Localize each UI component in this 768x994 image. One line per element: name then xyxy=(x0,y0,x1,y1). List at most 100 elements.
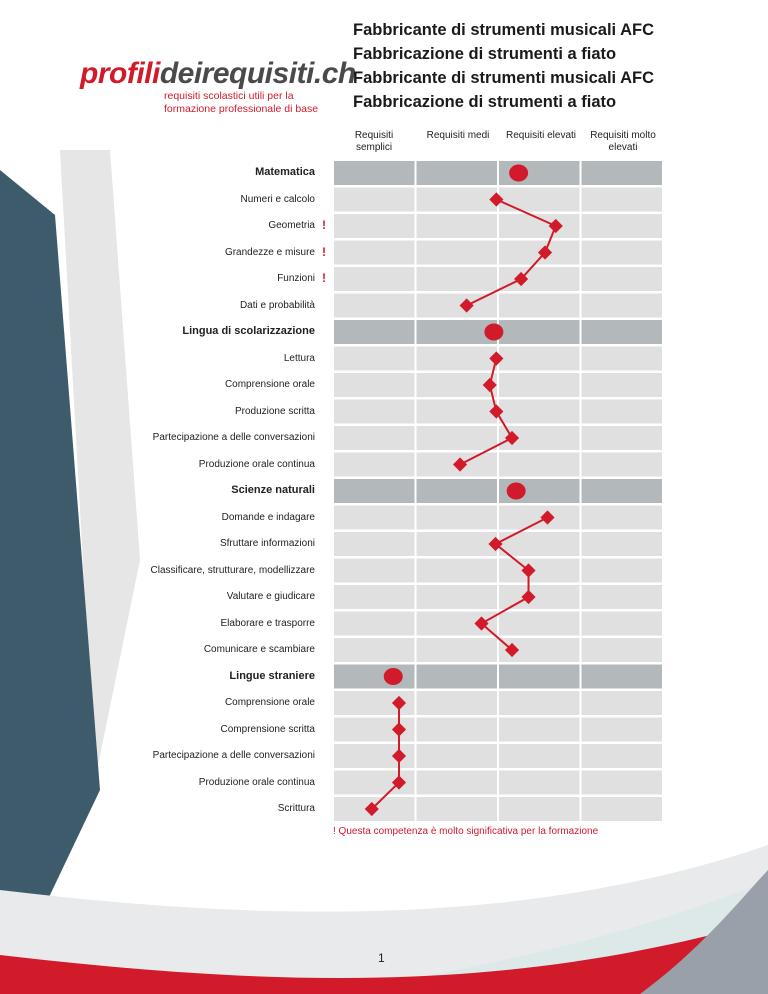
item-cell xyxy=(581,187,662,212)
item-cell xyxy=(416,399,497,424)
section-title: Lingua di scolarizzazione xyxy=(182,325,315,337)
item-cell xyxy=(416,558,497,583)
item-cell xyxy=(499,505,580,530)
page-title: Fabbricante di strumenti musicali AFC Fa… xyxy=(353,18,654,114)
item-diamond-marker xyxy=(452,457,468,472)
item-cell xyxy=(499,611,580,636)
item-cell xyxy=(334,240,415,265)
item-label: Geometria xyxy=(268,220,315,231)
logo-part-site: deirequisiti.ch xyxy=(159,57,356,90)
item-cell xyxy=(416,532,497,556)
item-diamond-marker xyxy=(391,775,407,790)
item-cell xyxy=(581,691,662,715)
title-line-4: Fabbricazione di strumenti a fiato xyxy=(353,93,617,111)
item-cell xyxy=(581,214,662,238)
item-diamond-marker xyxy=(504,430,520,446)
important-marker: ! xyxy=(322,244,326,259)
logo-tagline: requisiti scolastici utili per la formaz… xyxy=(164,90,356,116)
section-cell xyxy=(416,479,497,503)
item-diamond-marker xyxy=(489,351,504,366)
item-cell xyxy=(581,638,662,662)
item-label: Partecipazione a delle conversazioni xyxy=(152,432,315,443)
item-cell xyxy=(416,346,497,371)
item-diamond-marker xyxy=(548,218,563,234)
item-cell xyxy=(499,797,580,821)
section-circle-marker xyxy=(383,668,403,685)
logo-wordmark: profilideirequisiti.ch xyxy=(80,58,356,90)
item-cell xyxy=(334,452,415,477)
item-cell xyxy=(499,267,580,291)
item-cell xyxy=(334,373,415,397)
item-label: Produzione orale continua xyxy=(198,458,315,470)
profile-line xyxy=(479,516,548,651)
item-cell xyxy=(581,373,662,397)
item-cell xyxy=(334,585,415,609)
item-cell xyxy=(581,267,662,291)
section-cell xyxy=(581,664,662,689)
item-cell xyxy=(416,744,497,768)
item-cell xyxy=(334,505,415,530)
item-cell xyxy=(581,797,662,821)
item-diamond-marker xyxy=(540,510,555,525)
item-cell xyxy=(499,452,580,477)
item-label: Partecipazione a delle conversazioni xyxy=(152,750,315,761)
column-header-very-high: Requisiti molto elevati xyxy=(590,130,656,153)
item-label: Elaborare e trasporre xyxy=(220,617,316,629)
item-label: Domande e indagare xyxy=(221,511,315,523)
item-diamond-marker xyxy=(474,616,489,631)
important-marker: ! xyxy=(322,218,326,232)
item-cell xyxy=(581,532,662,556)
logo-tagline-line1: requisiti scolastici utili per la xyxy=(164,90,294,102)
section-cell xyxy=(334,479,415,503)
item-diamond-marker xyxy=(514,271,529,287)
section-circle-marker xyxy=(506,482,526,500)
item-cell xyxy=(416,426,497,450)
item-cell xyxy=(499,399,580,424)
item-diamond-marker xyxy=(459,298,474,313)
page-number: 1 xyxy=(378,951,385,965)
item-cell xyxy=(416,770,497,795)
section-circle-marker xyxy=(484,323,504,341)
section-cell xyxy=(581,161,662,185)
item-cell xyxy=(334,399,415,424)
item-cell xyxy=(334,532,415,556)
item-cell xyxy=(416,267,497,291)
item-cell xyxy=(581,426,662,450)
title-line-1: Fabbricante di strumenti musicali AFC xyxy=(353,21,655,39)
section-cell xyxy=(499,664,580,689)
item-cell xyxy=(499,373,580,397)
item-cell xyxy=(499,691,580,715)
item-diamond-marker xyxy=(489,192,504,207)
item-cell xyxy=(581,585,662,609)
column-header-simple: Requisiti semplici xyxy=(354,130,394,153)
item-cell xyxy=(334,346,415,371)
section-cell xyxy=(416,320,497,344)
item-diamond-marker xyxy=(521,589,536,605)
gray-band-left xyxy=(60,150,140,780)
item-cell xyxy=(334,293,415,318)
item-cell xyxy=(416,214,497,238)
title-line-2: Fabbricazione di strumenti a fiato xyxy=(353,45,617,63)
item-cell xyxy=(581,770,662,795)
column-header-medium: Requisiti medi xyxy=(426,130,490,141)
item-label: Valutare e giudicare xyxy=(226,591,315,602)
footer-swoosh-red xyxy=(0,920,768,994)
item-cell xyxy=(499,717,580,742)
item-diamond-marker xyxy=(364,801,379,817)
item-cell xyxy=(499,585,580,609)
item-cell xyxy=(416,585,497,609)
item-diamond-marker xyxy=(488,536,503,552)
item-diamond-marker xyxy=(391,722,407,737)
item-cell xyxy=(499,346,580,371)
item-label: Classificare, strutturare, modellizzare xyxy=(150,564,316,576)
item-cell xyxy=(416,717,497,742)
footer-swoosh-slate xyxy=(640,870,768,994)
item-diamond-marker xyxy=(482,377,497,393)
section-title: Lingue straniere xyxy=(229,669,315,682)
item-label: Produzione orale continua xyxy=(198,776,315,788)
item-diamond-marker xyxy=(391,695,407,711)
item-diamond-marker xyxy=(537,245,553,260)
item-label: Sfruttare informazioni xyxy=(219,538,315,549)
item-diamond-marker xyxy=(521,563,536,578)
